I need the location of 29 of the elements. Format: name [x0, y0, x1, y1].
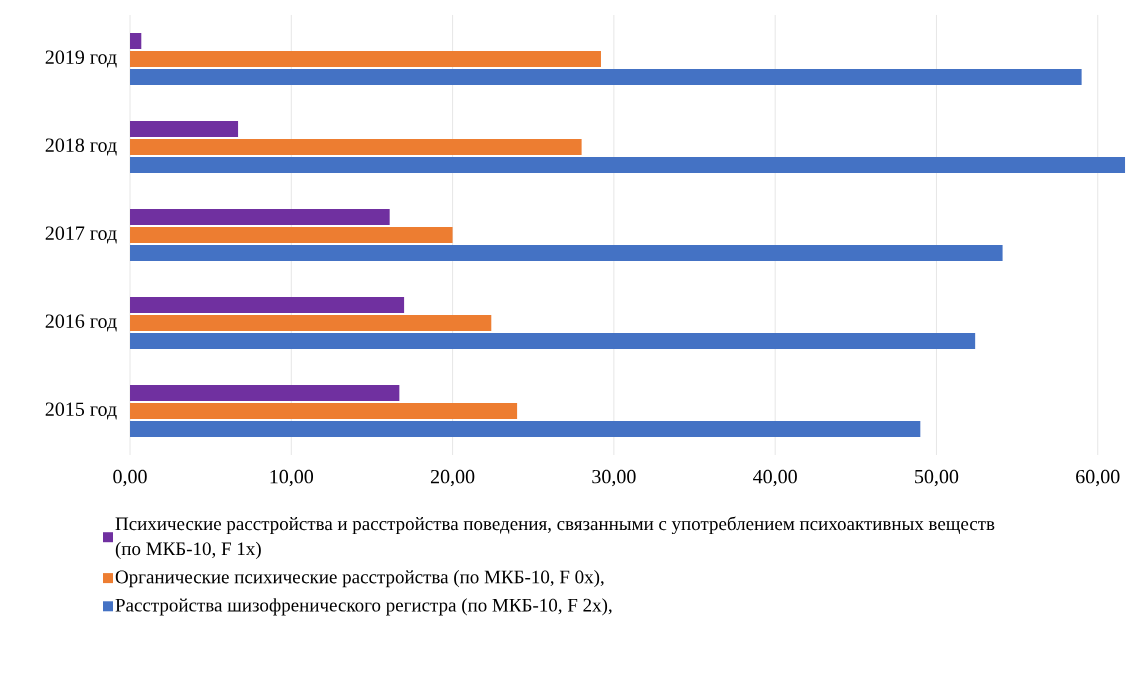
y-tick-label: 2016 год [45, 314, 117, 332]
bar [130, 139, 582, 155]
x-tick-label: 50,00 [915, 469, 959, 487]
legend-label: Органические психические расстройства (по МКБ-10, F 0x), [115, 570, 604, 588]
bar [130, 157, 1126, 173]
y-tick-label: 2018 год [45, 138, 117, 156]
x-tick-label: 20,00 [430, 469, 475, 487]
bar [130, 315, 492, 331]
y-tick-label: 2019 год [45, 50, 117, 68]
x-tick-label: 0,00 [113, 469, 147, 487]
bar [130, 333, 976, 349]
bar [130, 69, 1082, 85]
bar [130, 121, 239, 137]
x-tick-label: 10,00 [270, 469, 314, 487]
x-tick-label: 40,00 [753, 469, 797, 487]
bar [130, 385, 400, 401]
bar [130, 51, 601, 67]
x-tick-label: 60,00 [1076, 469, 1120, 487]
legend-label: Психические расстройства и расстройства поведения, связанными с употреблением психоактивных веществ (по МКБ-10, F 1x) [115, 516, 995, 560]
y-tick-label: 2015 год [45, 402, 117, 420]
x-tick-label: 30,00 [592, 469, 636, 487]
bar [130, 421, 921, 438]
bar [130, 245, 1003, 261]
y-tick-label: 2017 год [45, 226, 117, 244]
bar [130, 297, 405, 313]
legend-label: Расстройства шизофренического регистра (по МКБ-10, F 2x), [115, 598, 612, 616]
bar [130, 209, 390, 225]
bar [130, 403, 518, 419]
bar [130, 227, 453, 243]
